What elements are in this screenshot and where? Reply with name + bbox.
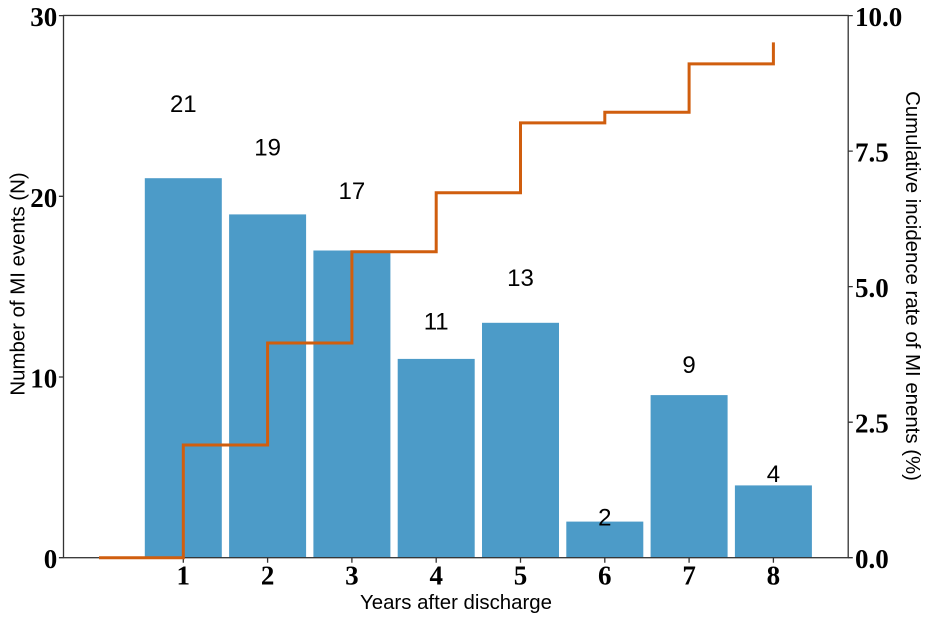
- svg-text:0: 0: [44, 544, 58, 574]
- svg-text:13: 13: [507, 265, 534, 292]
- svg-text:4: 4: [767, 461, 780, 488]
- svg-text:Cumulative incidence rate of M: Cumulative incidence rate of MI enents (…: [901, 91, 923, 481]
- svg-text:11: 11: [424, 309, 449, 336]
- svg-text:6: 6: [598, 560, 612, 590]
- svg-text:2: 2: [261, 560, 275, 590]
- svg-text:30: 30: [30, 2, 57, 32]
- svg-text:9: 9: [682, 352, 695, 379]
- svg-text:5.0: 5.0: [855, 273, 889, 303]
- svg-text:Number of MI events (N): Number of MI events (N): [8, 172, 30, 395]
- svg-text:21: 21: [170, 91, 197, 118]
- svg-text:1: 1: [177, 560, 191, 590]
- svg-text:2: 2: [598, 504, 611, 531]
- svg-text:7: 7: [682, 560, 696, 590]
- svg-text:Years after discharge: Years after discharge: [360, 592, 552, 614]
- svg-text:3: 3: [345, 560, 359, 590]
- svg-text:19: 19: [254, 135, 281, 162]
- svg-text:2.5: 2.5: [855, 409, 889, 439]
- svg-text:17: 17: [339, 178, 366, 205]
- svg-text:20: 20: [30, 183, 57, 213]
- svg-text:8: 8: [767, 560, 781, 590]
- svg-text:5: 5: [514, 560, 528, 590]
- svg-text:10: 10: [30, 364, 57, 394]
- svg-text:0.0: 0.0: [855, 544, 889, 574]
- svg-text:7.5: 7.5: [855, 138, 889, 168]
- svg-text:4: 4: [429, 560, 443, 590]
- svg-text:10.0: 10.0: [855, 2, 902, 32]
